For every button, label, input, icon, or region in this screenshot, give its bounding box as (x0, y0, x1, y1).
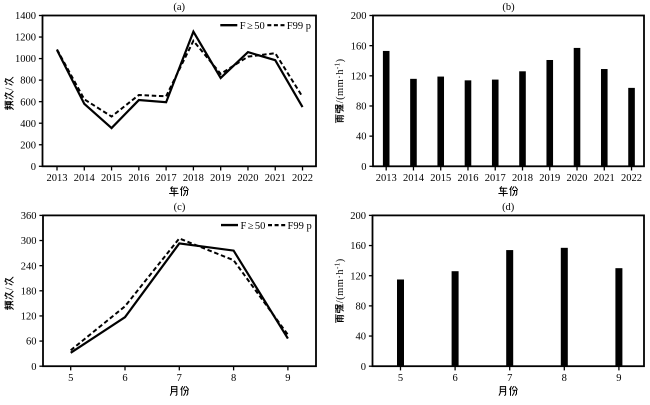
svg-text:9: 9 (285, 373, 290, 384)
svg-text:7: 7 (177, 373, 182, 384)
svg-text:0: 0 (31, 162, 36, 173)
svg-text:F≥50: F≥50 (240, 21, 265, 32)
svg-text:F99 p: F99 p (287, 21, 311, 32)
svg-text:1000: 1000 (15, 54, 36, 65)
svg-text:0: 0 (361, 362, 366, 373)
svg-text:160: 160 (351, 41, 367, 52)
svg-text:600: 600 (20, 97, 36, 108)
svg-text:2018: 2018 (512, 173, 533, 184)
svg-text:180: 180 (21, 286, 37, 297)
svg-text:5: 5 (398, 373, 403, 384)
svg-text:120: 120 (351, 71, 367, 82)
svg-text:7: 7 (507, 373, 512, 384)
svg-text:2020: 2020 (567, 173, 588, 184)
svg-text:/(mm·h-1): /(mm·h-1) (334, 258, 346, 303)
svg-text:8: 8 (231, 373, 236, 384)
svg-text:200: 200 (20, 140, 36, 151)
svg-text:1400: 1400 (15, 11, 36, 22)
svg-text:2018: 2018 (183, 173, 204, 184)
svg-text:5: 5 (68, 373, 73, 384)
svg-text:800: 800 (20, 76, 36, 87)
svg-text:/: / (4, 88, 15, 91)
svg-text:9: 9 (616, 373, 621, 384)
svg-text:2021: 2021 (265, 173, 286, 184)
svg-text:2014: 2014 (74, 173, 96, 184)
svg-text:(d): (d) (502, 202, 515, 213)
svg-text:2019: 2019 (539, 173, 560, 184)
svg-text:80: 80 (356, 102, 367, 113)
svg-text:2015: 2015 (101, 173, 122, 184)
svg-text:/: / (4, 287, 15, 290)
svg-text:6: 6 (452, 373, 457, 384)
svg-text:2021: 2021 (594, 173, 615, 184)
svg-text:240: 240 (21, 261, 37, 272)
svg-text:2013: 2013 (47, 173, 68, 184)
svg-text:2022: 2022 (292, 173, 313, 184)
svg-text:6: 6 (122, 373, 127, 384)
svg-text:1200: 1200 (15, 33, 36, 44)
svg-text:0: 0 (361, 162, 366, 173)
svg-text:2020: 2020 (237, 173, 258, 184)
svg-text:2017: 2017 (485, 173, 506, 184)
svg-text:2017: 2017 (156, 173, 177, 184)
svg-text:2016: 2016 (457, 173, 478, 184)
svg-text:200: 200 (351, 11, 367, 22)
svg-text:200: 200 (350, 211, 366, 222)
svg-text:120: 120 (21, 312, 37, 323)
svg-text:(a): (a) (173, 2, 185, 13)
svg-text:2016: 2016 (128, 173, 149, 184)
svg-text:/(mm·h-1): /(mm·h-1) (334, 58, 346, 103)
svg-text:2022: 2022 (621, 173, 642, 184)
svg-text:2015: 2015 (430, 173, 451, 184)
svg-text:120: 120 (350, 271, 366, 282)
svg-text:2013: 2013 (376, 173, 397, 184)
svg-text:(b): (b) (502, 2, 515, 13)
svg-text:300: 300 (21, 236, 37, 247)
svg-text:2019: 2019 (210, 173, 231, 184)
svg-text:2014: 2014 (403, 173, 425, 184)
svg-text:40: 40 (356, 132, 367, 143)
svg-text:360: 360 (21, 211, 37, 222)
svg-text:(c): (c) (174, 202, 186, 213)
svg-text:F99 p: F99 p (288, 221, 312, 232)
svg-text:0: 0 (31, 362, 36, 373)
svg-text:160: 160 (350, 241, 366, 252)
svg-text:F≥50: F≥50 (241, 221, 266, 232)
svg-text:40: 40 (356, 332, 367, 343)
svg-text:80: 80 (356, 301, 367, 312)
svg-text:8: 8 (562, 373, 567, 384)
svg-text:60: 60 (26, 337, 37, 348)
svg-text:400: 400 (20, 119, 36, 130)
